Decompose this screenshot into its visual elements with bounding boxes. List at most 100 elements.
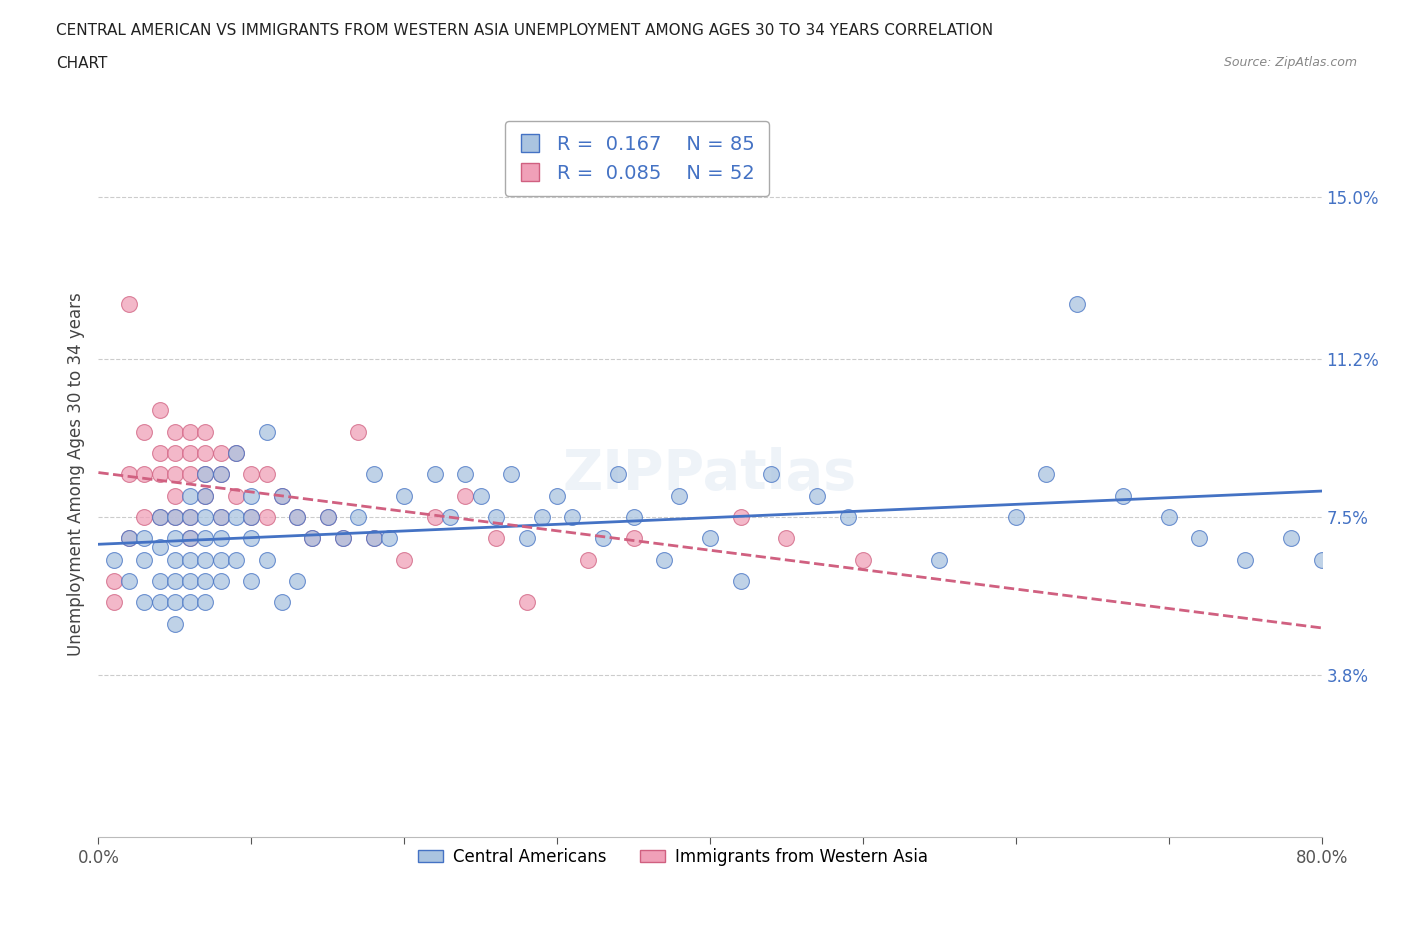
- Point: [134, 510, 156, 525]
- Point: [439, 510, 461, 525]
- Point: [149, 539, 172, 554]
- Point: [363, 467, 385, 482]
- Point: [163, 445, 186, 460]
- Point: [209, 467, 232, 482]
- Point: [194, 467, 217, 482]
- Point: [118, 467, 141, 482]
- Point: [454, 467, 477, 482]
- Point: [363, 531, 385, 546]
- Point: [149, 510, 172, 525]
- Point: [256, 467, 278, 482]
- Point: [761, 467, 783, 482]
- Point: [378, 531, 401, 546]
- Point: [270, 488, 294, 503]
- Point: [730, 574, 752, 589]
- Point: [179, 510, 201, 525]
- Point: [332, 531, 354, 546]
- Point: [623, 531, 645, 546]
- Point: [209, 467, 232, 482]
- Point: [149, 574, 172, 589]
- Point: [270, 595, 294, 610]
- Point: [256, 552, 278, 567]
- Point: [179, 552, 201, 567]
- Point: [118, 296, 141, 311]
- Point: [301, 531, 323, 546]
- Point: [163, 424, 186, 439]
- Point: [163, 595, 186, 610]
- Point: [118, 531, 141, 546]
- Point: [332, 531, 354, 546]
- Point: [1310, 552, 1333, 567]
- Point: [163, 552, 186, 567]
- Point: [194, 488, 217, 503]
- Point: [240, 510, 263, 525]
- Point: [194, 424, 217, 439]
- Point: [134, 552, 156, 567]
- Point: [546, 488, 568, 503]
- Point: [806, 488, 828, 503]
- Point: [163, 488, 186, 503]
- Point: [118, 574, 141, 589]
- Point: [1066, 296, 1088, 311]
- Point: [470, 488, 492, 503]
- Point: [194, 510, 217, 525]
- Point: [837, 510, 859, 525]
- Point: [209, 510, 232, 525]
- Point: [501, 467, 523, 482]
- Point: [194, 488, 217, 503]
- Point: [179, 488, 201, 503]
- Point: [516, 531, 538, 546]
- Point: [1157, 510, 1180, 525]
- Point: [149, 403, 172, 418]
- Point: [485, 510, 508, 525]
- Point: [454, 488, 477, 503]
- Point: [392, 488, 416, 503]
- Point: [530, 510, 553, 525]
- Point: [240, 510, 263, 525]
- Point: [134, 531, 156, 546]
- Point: [316, 510, 339, 525]
- Point: [225, 445, 247, 460]
- Point: [149, 595, 172, 610]
- Point: [103, 552, 125, 567]
- Point: [209, 574, 232, 589]
- Text: CHART: CHART: [56, 56, 108, 71]
- Point: [179, 531, 201, 546]
- Point: [1004, 510, 1026, 525]
- Point: [179, 467, 201, 482]
- Point: [270, 488, 294, 503]
- Point: [179, 574, 201, 589]
- Text: ZIPPatlas: ZIPPatlas: [562, 447, 858, 501]
- Point: [194, 531, 217, 546]
- Point: [363, 531, 385, 546]
- Point: [225, 510, 247, 525]
- Point: [209, 445, 232, 460]
- Point: [209, 552, 232, 567]
- Point: [163, 467, 186, 482]
- Point: [1112, 488, 1135, 503]
- Legend: Central Americans, Immigrants from Western Asia: Central Americans, Immigrants from Weste…: [412, 841, 935, 872]
- Point: [485, 531, 508, 546]
- Text: CENTRAL AMERICAN VS IMMIGRANTS FROM WESTERN ASIA UNEMPLOYMENT AMONG AGES 30 TO 3: CENTRAL AMERICAN VS IMMIGRANTS FROM WEST…: [56, 23, 994, 38]
- Point: [149, 445, 172, 460]
- Point: [1035, 467, 1057, 482]
- Point: [852, 552, 875, 567]
- Point: [179, 595, 201, 610]
- Point: [103, 595, 125, 610]
- Point: [347, 510, 370, 525]
- Point: [194, 595, 217, 610]
- Point: [392, 552, 416, 567]
- Point: [576, 552, 599, 567]
- Point: [163, 531, 186, 546]
- Point: [149, 510, 172, 525]
- Point: [225, 445, 247, 460]
- Point: [561, 510, 583, 525]
- Point: [240, 574, 263, 589]
- Point: [103, 574, 125, 589]
- Point: [163, 510, 186, 525]
- Point: [928, 552, 950, 567]
- Point: [179, 531, 201, 546]
- Point: [775, 531, 797, 546]
- Point: [240, 531, 263, 546]
- Point: [1234, 552, 1257, 567]
